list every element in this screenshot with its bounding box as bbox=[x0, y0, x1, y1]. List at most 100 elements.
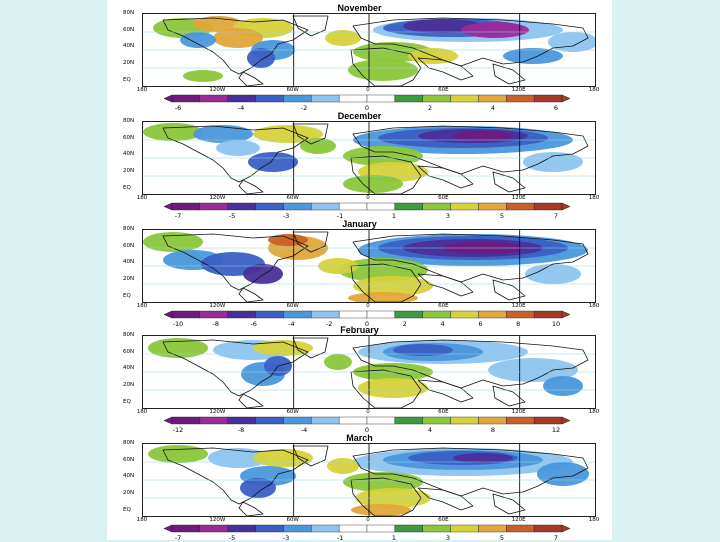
scale-swatch bbox=[450, 524, 479, 533]
scale-swatch bbox=[394, 94, 423, 103]
anomaly-region bbox=[143, 123, 203, 141]
anomaly-region bbox=[248, 152, 298, 172]
scale-swatch bbox=[283, 416, 312, 425]
coastline bbox=[238, 179, 264, 194]
scale-swatch bbox=[171, 94, 201, 103]
scale-tick-label: -4 bbox=[288, 320, 295, 328]
longitude-label: 0 bbox=[366, 303, 370, 309]
scale-swatch bbox=[366, 416, 396, 425]
scale-swatch bbox=[366, 524, 396, 533]
latitude-label: EQ bbox=[123, 185, 131, 191]
anomaly-region bbox=[453, 453, 513, 463]
scale-arrow-right bbox=[561, 524, 571, 533]
anomaly-region bbox=[543, 376, 583, 396]
panel-title: December bbox=[337, 111, 382, 121]
scale-swatch bbox=[338, 94, 368, 103]
longitude-label: 120W bbox=[209, 303, 226, 309]
scale-swatch bbox=[338, 524, 368, 533]
anomaly-region bbox=[343, 472, 423, 492]
latitude-label: 20N bbox=[123, 382, 135, 388]
scale-tick-label: 2 bbox=[402, 320, 407, 328]
anomaly-region bbox=[193, 125, 253, 143]
scale-tick-label: 8 bbox=[516, 320, 521, 328]
longitude-label: 120E bbox=[511, 303, 526, 309]
longitude-label: 60W bbox=[286, 195, 299, 201]
anomaly-region bbox=[461, 22, 529, 38]
color-scale bbox=[163, 416, 571, 425]
coastline bbox=[162, 17, 309, 75]
longitude-label: 120E bbox=[511, 517, 526, 523]
anomaly-region bbox=[338, 258, 428, 282]
scale-swatch bbox=[311, 416, 340, 425]
latitude-label: 20N bbox=[123, 276, 135, 282]
longitude-label: 120W bbox=[209, 87, 226, 93]
scale-swatch bbox=[255, 202, 284, 211]
anomaly-region bbox=[488, 358, 578, 382]
longitude-label: 60E bbox=[438, 409, 449, 415]
scale-swatch bbox=[283, 524, 312, 533]
color-scale-bar bbox=[163, 524, 571, 533]
scale-swatch bbox=[199, 310, 228, 319]
scale-swatch bbox=[478, 94, 507, 103]
scale-swatch bbox=[227, 202, 256, 211]
scale-swatch bbox=[506, 416, 535, 425]
latitude-label: 20N bbox=[123, 490, 135, 496]
color-scale-bar bbox=[163, 94, 571, 103]
latitude-label: EQ bbox=[123, 77, 131, 83]
scale-tick-label: 1 bbox=[391, 534, 397, 542]
coastline bbox=[292, 15, 329, 37]
scale-arrow-left bbox=[163, 202, 173, 211]
anomaly-region bbox=[268, 234, 308, 246]
longitude-label: 180 bbox=[588, 517, 600, 523]
scale-swatch bbox=[171, 310, 201, 319]
scale-tick-label: 8 bbox=[490, 426, 496, 434]
longitude-label: 60W bbox=[286, 87, 299, 93]
scale-swatch bbox=[478, 524, 507, 533]
latitude-label: 60N bbox=[123, 457, 135, 463]
coastline bbox=[492, 279, 526, 301]
scale-swatch bbox=[311, 202, 340, 211]
anomaly-field bbox=[143, 230, 595, 302]
scale-tick-label: 2 bbox=[427, 104, 433, 112]
coastline bbox=[350, 263, 422, 302]
anomaly-region bbox=[143, 232, 203, 252]
scale-tick-label: 4 bbox=[427, 426, 433, 434]
figure-sheet: November 80N 60N 40N 20N EQ 180 120W 60W 0 60E 120E… bbox=[107, 0, 612, 542]
latitude-label: 60N bbox=[123, 243, 135, 249]
longitude-label: 0 bbox=[366, 195, 370, 201]
latitude-label: 60N bbox=[123, 135, 135, 141]
scale-arrow-right bbox=[561, 310, 571, 319]
panel-title: March bbox=[346, 433, 373, 443]
longitude-label: 120W bbox=[209, 195, 226, 201]
scale-tick-label: 1 bbox=[391, 212, 397, 220]
scale-swatch bbox=[533, 416, 563, 425]
anomaly-region bbox=[503, 48, 563, 64]
anomaly-region bbox=[525, 264, 581, 284]
scale-swatch bbox=[394, 524, 423, 533]
scale-swatch bbox=[311, 94, 340, 103]
coastline bbox=[350, 155, 422, 194]
scale-swatch bbox=[394, 310, 423, 319]
scale-swatch bbox=[422, 310, 451, 319]
coastline bbox=[162, 233, 309, 291]
scale-swatch bbox=[338, 310, 368, 319]
scale-tick-label: -4 bbox=[237, 104, 245, 112]
longitude-label: 180 bbox=[136, 303, 148, 309]
latitude-label: 40N bbox=[123, 259, 135, 265]
scale-tick-label: 5 bbox=[499, 212, 505, 220]
scale-arrow-right bbox=[561, 94, 571, 103]
latitude-label: 80N bbox=[123, 118, 135, 124]
coastline bbox=[292, 123, 329, 145]
scale-swatch bbox=[533, 524, 563, 533]
longitude-label: 120W bbox=[209, 517, 226, 523]
anomaly-map bbox=[142, 229, 596, 303]
scale-tick-label: -5 bbox=[228, 534, 236, 542]
scale-tick-label: 0 bbox=[364, 320, 370, 328]
latitude-label: 40N bbox=[123, 43, 135, 49]
scale-swatch bbox=[394, 416, 423, 425]
scale-arrow-left bbox=[163, 524, 173, 533]
scale-swatch bbox=[171, 202, 201, 211]
scale-swatch bbox=[255, 94, 284, 103]
anomaly-region bbox=[183, 70, 223, 82]
scale-swatch bbox=[450, 310, 479, 319]
